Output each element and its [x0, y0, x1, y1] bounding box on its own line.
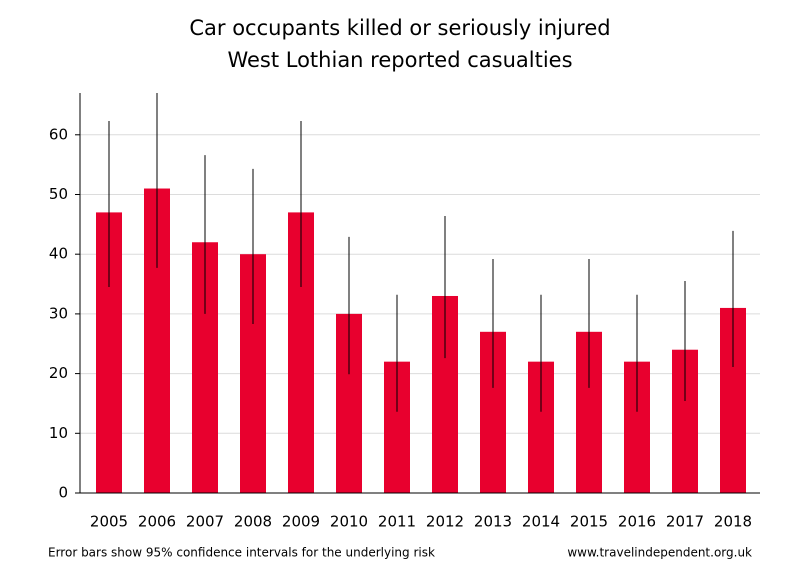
y-tick-label: 0 — [58, 484, 68, 502]
note: Error bars show 95% confidence intervals… — [48, 546, 435, 560]
x-tick-label: 2011 — [378, 513, 416, 531]
x-tick-label: 2010 — [330, 513, 368, 531]
y-tick-label: 60 — [49, 125, 68, 143]
x-tick-label: 2015 — [570, 513, 608, 531]
x-tick-label: 2007 — [186, 513, 224, 531]
x-tick-label: 2016 — [618, 513, 656, 531]
x-tick-label: 2012 — [426, 513, 464, 531]
chart-title: Car occupants killed or seriously injure… — [189, 16, 610, 40]
x-tick-label: 2014 — [522, 513, 560, 531]
x-tick-label: 2013 — [474, 513, 512, 531]
plot — [96, 93, 746, 493]
y-tick-label: 30 — [49, 304, 68, 322]
y-tick-label: 20 — [49, 364, 68, 382]
x-tick-label: 2008 — [234, 513, 272, 531]
y-tick-label: 50 — [49, 185, 68, 203]
x-tick-label: 2017 — [666, 513, 704, 531]
y-tick-label: 40 — [49, 245, 68, 263]
x-tick-label: 2006 — [138, 513, 176, 531]
y-tick-label: 10 — [49, 424, 68, 442]
x-tick-label: 2005 — [90, 513, 128, 531]
x-tick-label: 2009 — [282, 513, 320, 531]
x-tick-label: 2018 — [714, 513, 752, 531]
chart-subtitle: West Lothian reported casualties — [227, 48, 572, 72]
source: www.travelindependent.org.uk — [567, 546, 752, 560]
grid — [75, 134, 760, 494]
